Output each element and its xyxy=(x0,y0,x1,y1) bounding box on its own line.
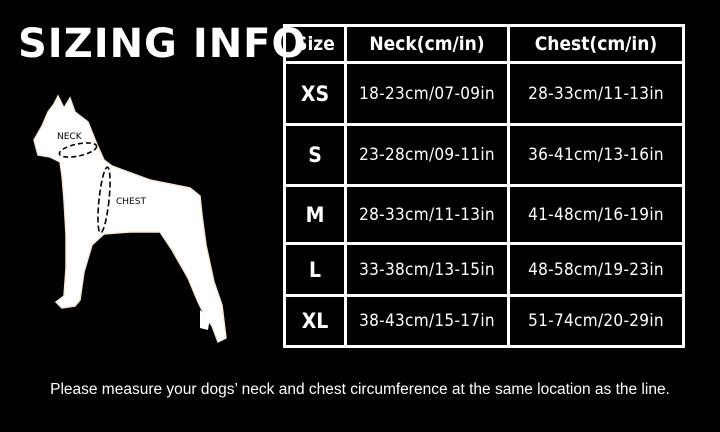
chest-cell: 51-74cm/20-29in xyxy=(507,294,685,348)
measurement-note: Please measure your dogs’ neck and chest… xyxy=(50,381,670,398)
neck-cell: 18-23cm/07-09in xyxy=(344,61,510,126)
chest-cell: 36-41cm/13-16in xyxy=(507,123,685,187)
size-cell: XL xyxy=(283,294,347,348)
dog-silhouette: NECK CHEST xyxy=(33,94,227,344)
page-title: SIZING INFO xyxy=(18,21,307,67)
table-row: M 28-33cm/11-13in 41-48cm/16-19in xyxy=(283,184,685,245)
neck-cell: 38-43cm/15-17in xyxy=(344,294,510,348)
dog-body xyxy=(33,94,227,344)
neck-label: NECK xyxy=(57,132,83,142)
table-row: XS 18-23cm/07-09in 28-33cm/11-13in xyxy=(283,61,685,126)
sizing-table: Size Neck(cm/in) Chest(cm/in) XS 18-23cm… xyxy=(283,24,685,348)
header-chest: Chest(cm/in) xyxy=(507,24,685,64)
size-cell: L xyxy=(283,242,347,297)
table-header-row: Size Neck(cm/in) Chest(cm/in) xyxy=(283,24,685,64)
size-cell: S xyxy=(283,123,347,187)
chest-label: CHEST xyxy=(116,197,146,207)
size-cell: M xyxy=(283,184,347,245)
neck-measure-line xyxy=(58,142,98,158)
chest-cell: 48-58cm/19-23in xyxy=(507,242,685,297)
neck-cell: 23-28cm/09-11in xyxy=(344,123,510,187)
chest-cell: 28-33cm/11-13in xyxy=(507,61,685,126)
table-row: XL 38-43cm/15-17in 51-74cm/20-29in xyxy=(283,294,685,348)
table-row: S 23-28cm/09-11in 36-41cm/13-16in xyxy=(283,123,685,187)
neck-cell: 28-33cm/11-13in xyxy=(344,184,510,245)
header-size: Size xyxy=(283,24,347,64)
header-neck: Neck(cm/in) xyxy=(344,24,510,64)
size-cell: XS xyxy=(283,61,347,126)
chest-measure-line xyxy=(97,166,111,234)
rear-foot xyxy=(200,310,210,330)
table-row: L 33-38cm/13-15in 48-58cm/19-23in xyxy=(283,242,685,297)
chest-cell: 41-48cm/16-19in xyxy=(507,184,685,245)
neck-cell: 33-38cm/13-15in xyxy=(344,242,510,297)
